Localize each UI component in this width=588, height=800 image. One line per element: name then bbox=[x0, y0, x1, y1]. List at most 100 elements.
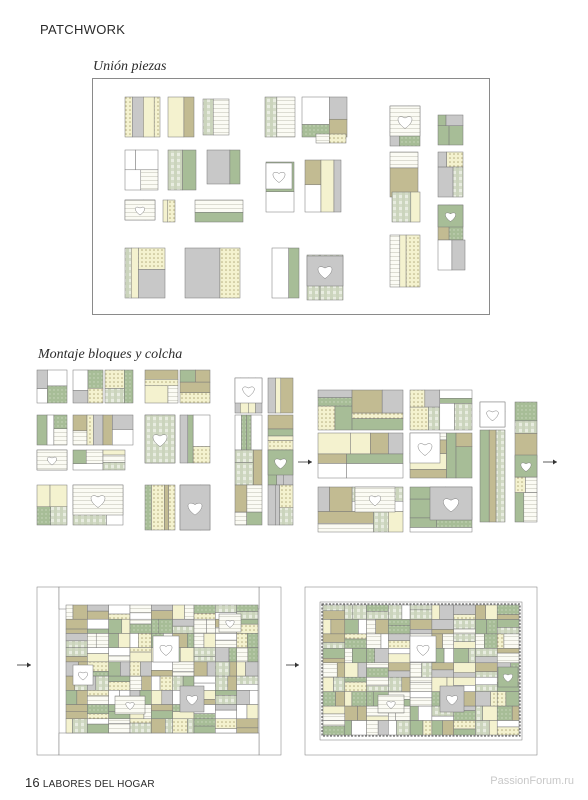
patch-piece bbox=[503, 633, 520, 649]
patch-piece bbox=[351, 691, 367, 707]
patch-piece bbox=[271, 247, 289, 299]
patch-piece bbox=[65, 640, 88, 648]
patch-piece bbox=[448, 125, 464, 146]
patch-piece bbox=[215, 728, 237, 734]
patch-piece bbox=[409, 604, 433, 611]
heart-icon bbox=[520, 462, 532, 472]
patch-piece bbox=[317, 523, 374, 533]
patch-piece bbox=[236, 683, 259, 691]
patch-piece bbox=[168, 484, 176, 531]
patch-piece bbox=[193, 656, 216, 663]
patch-piece bbox=[350, 432, 371, 455]
patch-piece bbox=[389, 151, 419, 169]
patch-piece bbox=[496, 619, 520, 628]
patch-piece bbox=[267, 435, 294, 441]
patch-piece bbox=[366, 604, 389, 612]
patch-piece bbox=[453, 728, 476, 736]
patch-piece bbox=[453, 628, 476, 635]
patch-piece bbox=[124, 247, 132, 299]
patch-piece bbox=[236, 661, 246, 677]
patch-piece bbox=[65, 718, 73, 734]
patch-piece bbox=[366, 676, 389, 687]
patch-piece bbox=[443, 648, 454, 664]
patch-piece bbox=[496, 720, 520, 728]
patch-piece bbox=[344, 638, 367, 649]
patch-piece bbox=[87, 718, 109, 725]
patch-piece bbox=[523, 492, 538, 523]
patch-piece bbox=[264, 96, 278, 138]
patch-piece bbox=[344, 648, 353, 664]
patch-piece bbox=[53, 428, 68, 446]
patch-piece bbox=[124, 96, 133, 138]
patch-piece bbox=[184, 247, 221, 299]
patch-piece bbox=[236, 675, 259, 685]
heading-montaje: Montaje bloques y colcha bbox=[38, 347, 183, 362]
patch-piece bbox=[164, 484, 169, 531]
patch-piece bbox=[206, 618, 216, 634]
patch-piece bbox=[172, 661, 195, 672]
patch-piece bbox=[388, 511, 404, 533]
patch-piece bbox=[317, 389, 353, 398]
patch-piece bbox=[212, 98, 230, 136]
patch-piece bbox=[95, 675, 109, 691]
patch-piece bbox=[65, 604, 74, 620]
patch-piece bbox=[446, 151, 464, 168]
patch-piece bbox=[236, 718, 259, 729]
heart-icon bbox=[417, 443, 433, 456]
patch-piece bbox=[366, 633, 382, 649]
patch-piece bbox=[482, 705, 498, 721]
patch-piece bbox=[72, 604, 88, 620]
patch-piece bbox=[193, 675, 216, 684]
heart-icon bbox=[90, 495, 106, 508]
patch-piece bbox=[193, 713, 216, 720]
patch-piece bbox=[151, 690, 163, 705]
patch-piece bbox=[514, 476, 526, 493]
patch-piece bbox=[236, 690, 250, 705]
patch-piece bbox=[124, 369, 134, 404]
patch-piece bbox=[409, 527, 473, 533]
patch-piece bbox=[366, 685, 389, 692]
patch-piece bbox=[317, 453, 347, 464]
arrow-head-icon bbox=[553, 459, 557, 465]
patch-piece bbox=[336, 662, 346, 678]
patch-piece bbox=[514, 433, 538, 458]
patch-piece bbox=[409, 720, 424, 736]
heart-icon bbox=[187, 502, 203, 516]
patch-piece bbox=[275, 377, 282, 414]
patch-piece bbox=[329, 486, 353, 512]
patch-piece bbox=[158, 618, 173, 634]
patch-piece bbox=[245, 661, 259, 677]
patch-piece bbox=[322, 610, 346, 620]
patch-piece bbox=[366, 715, 389, 721]
patch-piece bbox=[143, 96, 155, 138]
heart-icon bbox=[274, 458, 287, 470]
patch-piece bbox=[138, 269, 166, 299]
patch-piece bbox=[124, 149, 136, 171]
patch-piece bbox=[267, 484, 276, 526]
patch-piece bbox=[236, 727, 259, 734]
patch-piece bbox=[431, 669, 454, 678]
patch-piece bbox=[151, 704, 173, 712]
patch-piece bbox=[267, 377, 276, 414]
patch-piece bbox=[304, 159, 322, 186]
patch-piece bbox=[388, 670, 411, 678]
patch-piece bbox=[193, 604, 216, 614]
patch-piece bbox=[279, 484, 294, 509]
patch-piece bbox=[102, 414, 113, 446]
heart-icon bbox=[486, 410, 499, 422]
patch-piece bbox=[453, 614, 476, 620]
patch-piece bbox=[86, 414, 94, 446]
patch-piece bbox=[409, 697, 433, 707]
patch-piece bbox=[172, 625, 195, 634]
patch-piece bbox=[187, 633, 195, 648]
heart-icon bbox=[386, 701, 396, 709]
patch-piece bbox=[187, 718, 195, 734]
patch-piece bbox=[488, 429, 497, 523]
patch-piece bbox=[193, 647, 216, 657]
patch-piece bbox=[195, 369, 211, 383]
patch-piece bbox=[409, 389, 426, 408]
patch-piece bbox=[431, 662, 454, 671]
patch-piece bbox=[87, 704, 109, 715]
patch-piece bbox=[151, 718, 166, 734]
